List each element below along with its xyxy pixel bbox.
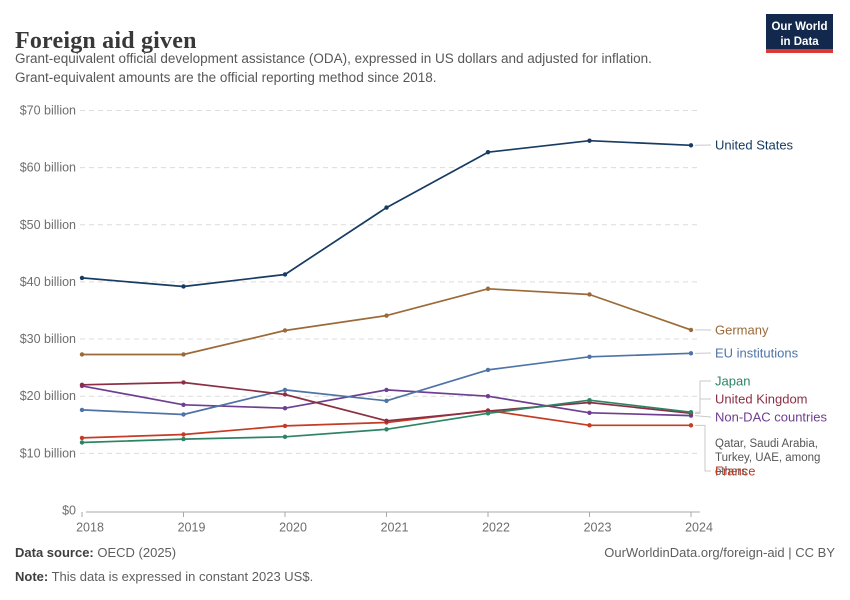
- series-point-france-2023: [587, 423, 592, 428]
- series-point-united-states-2024: [688, 143, 694, 148]
- series-point-germany-2019: [181, 352, 186, 357]
- series-point-eu-institutions-2018: [79, 407, 85, 413]
- data-note-value: This data is expressed in constant 2023 …: [48, 569, 314, 584]
- series-point-united-states-2018: [79, 275, 85, 281]
- subtitle-line-2: Grant-equivalent amounts are the officia…: [15, 69, 437, 85]
- series-label-united-kingdom: United Kingdom: [715, 392, 808, 407]
- series-point-united-states-2022: [485, 149, 491, 155]
- series-point-united-kingdom-2019: [181, 380, 186, 385]
- series-point-eu-institutions-2024: [688, 351, 694, 356]
- data-source-label: Data source:: [15, 545, 94, 560]
- series-point-non-dac-countries-2022: [485, 394, 491, 399]
- x-tick-label-2023: 2023: [584, 521, 612, 535]
- series-point-germany-2018: [79, 352, 85, 357]
- series-point-france-2019: [181, 432, 186, 437]
- series-point-japan-2023: [587, 398, 592, 403]
- x-tick-label-2020: 2020: [279, 521, 307, 535]
- series-note-non-dac-countries-line-3: others: [715, 466, 747, 478]
- y-tick-label-50: $50 billion: [20, 218, 76, 232]
- page-title: Foreign aid given: [15, 28, 197, 55]
- series-point-eu-institutions-2023: [587, 354, 592, 359]
- series-point-japan-2024: [688, 410, 694, 415]
- y-tick-label-0: $0: [62, 504, 76, 518]
- label-connector-non-dac-countries: [694, 415, 712, 418]
- series-point-non-dac-countries-2023: [587, 410, 592, 415]
- owid-logo-line-1: Our World: [771, 21, 828, 33]
- y-tick-label-20: $20 billion: [20, 389, 76, 403]
- data-note: Note: This data is expressed in constant…: [15, 569, 313, 584]
- owid-logo: Our World in Data: [766, 14, 833, 53]
- series-point-eu-institutions-2019: [181, 412, 186, 417]
- owid-link: OurWorldinData.org/foreign-aid | CC BY: [604, 545, 835, 560]
- series-point-eu-institutions-2021: [384, 398, 389, 403]
- x-tick-label-2019: 2019: [178, 521, 206, 535]
- chart-subtitle: Grant-equivalent official development as…: [15, 50, 652, 88]
- series-label-united-states: United States: [715, 138, 794, 153]
- series-point-united-states-2019: [181, 284, 186, 289]
- series-point-united-states-2021: [384, 205, 389, 210]
- series-label-non-dac-countries: Non-DAC countries: [715, 410, 827, 425]
- label-connector-united-kingdom: [695, 398, 711, 414]
- series-point-united-states-2023: [587, 138, 592, 143]
- series-label-japan: Japan: [715, 374, 750, 389]
- series-point-japan-2022: [485, 411, 491, 416]
- series-point-japan-2018: [79, 440, 85, 445]
- label-connector-japan: [695, 380, 711, 413]
- series-point-eu-institutions-2022: [485, 367, 491, 373]
- series-line-eu-institutions: [81, 352, 692, 416]
- owid-logo-line-2: in Data: [780, 35, 819, 48]
- series-point-united-kingdom-2021: [384, 418, 389, 423]
- y-tick-label-10: $10 billion: [20, 446, 76, 460]
- series-line-united-states: [81, 139, 692, 288]
- label-connector-france: [695, 424, 711, 472]
- x-tick-label-2018: 2018: [76, 521, 104, 535]
- data-note-label: Note:: [15, 569, 49, 584]
- y-tick-label-70: $70 billion: [20, 103, 76, 117]
- series-note-non-dac-countries-line-2: Turkey, UAE, among: [715, 452, 820, 464]
- x-tick-label-2021: 2021: [381, 521, 409, 535]
- series-point-japan-2021: [384, 427, 389, 432]
- y-tick-label-60: $60 billion: [20, 161, 76, 175]
- y-tick-label-30: $30 billion: [20, 332, 76, 346]
- subtitle-line-1: Grant-equivalent official development as…: [15, 51, 652, 66]
- data-source-value: OECD (2025): [93, 545, 177, 560]
- series-point-france-2024: [688, 423, 694, 428]
- series-note-non-dac-countries-line-1: Qatar, Saudi Arabia,: [715, 438, 818, 450]
- series-point-germany-2023: [587, 292, 592, 297]
- series-point-germany-2021: [384, 313, 389, 318]
- series-point-germany-2020: [282, 328, 288, 333]
- y-tick-label-40: $40 billion: [20, 275, 76, 289]
- series-point-eu-institutions-2020: [282, 387, 288, 393]
- series-line-germany: [82, 287, 692, 356]
- x-tick-label-2022: 2022: [482, 521, 510, 535]
- series-point-united-states-2020: [282, 272, 288, 277]
- series-point-japan-2019: [181, 436, 186, 442]
- x-tick-label-2024: 2024: [685, 521, 713, 535]
- data-source: Data source: OECD (2025): [15, 545, 176, 560]
- series-point-united-kingdom-2020: [282, 392, 288, 397]
- series-point-japan-2020: [282, 434, 288, 439]
- series-point-germany-2022: [485, 286, 491, 291]
- series-point-non-dac-countries-2020: [282, 406, 288, 411]
- series-label-eu-institutions: EU institutions: [715, 346, 799, 361]
- series-point-france-2018: [79, 435, 85, 441]
- series-point-germany-2024: [688, 327, 694, 333]
- series-point-non-dac-countries-2021: [384, 387, 389, 393]
- series-point-united-kingdom-2018: [79, 382, 85, 387]
- series-label-france: France: [715, 464, 755, 479]
- series-point-france-2020: [282, 423, 288, 429]
- series-label-germany: Germany: [715, 323, 769, 338]
- series-point-non-dac-countries-2019: [181, 402, 186, 407]
